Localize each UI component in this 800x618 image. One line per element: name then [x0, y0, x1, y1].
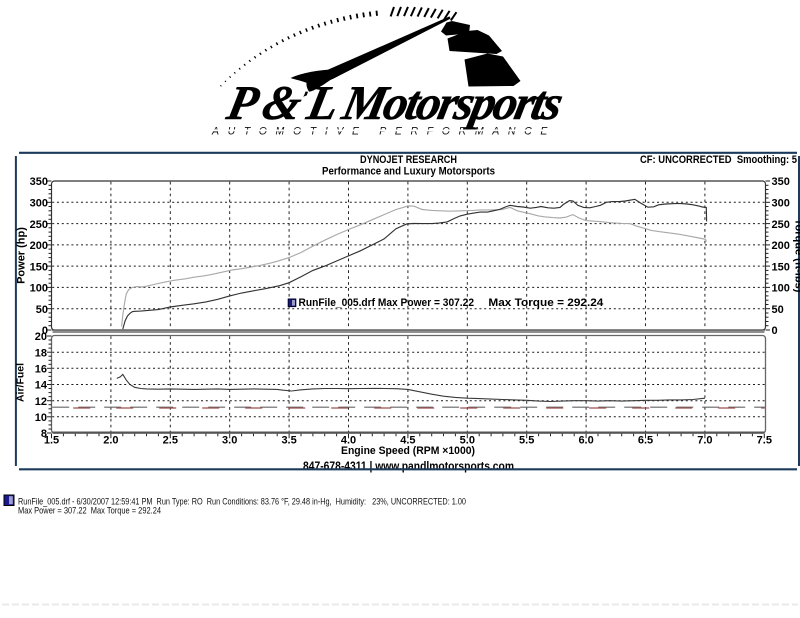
svg-text:3.5: 3.5: [281, 434, 296, 446]
svg-text:300: 300: [772, 198, 790, 210]
svg-text:200: 200: [772, 240, 790, 252]
svg-text:250: 250: [772, 219, 790, 231]
svg-text:50: 50: [772, 304, 784, 316]
svg-text:7.0: 7.0: [697, 434, 712, 446]
svg-text:350: 350: [30, 176, 48, 188]
svg-text:100: 100: [30, 283, 48, 295]
svg-text:Engine Speed (RPM ×1000): Engine Speed (RPM ×1000): [341, 445, 475, 457]
svg-text:6.5: 6.5: [638, 434, 653, 446]
svg-text:200: 200: [30, 240, 48, 252]
svg-text:DYNOJET RESEARCH: DYNOJET RESEARCH: [360, 154, 457, 166]
svg-text:AUTOMOTIVE PERFORMANCE: AUTOMOTIVE PERFORMANCE: [211, 126, 556, 138]
svg-text:CF: UNCORRECTED Smoothing: 5: CF: UNCORRECTED Smoothing: 5: [640, 154, 797, 166]
svg-text:0: 0: [772, 325, 778, 337]
svg-text:Performance and Luxury Motorsp: Performance and Luxury Motorsports: [322, 166, 495, 178]
svg-text:18: 18: [35, 347, 47, 359]
svg-text:16: 16: [35, 364, 47, 376]
svg-text:2.0: 2.0: [103, 434, 118, 446]
svg-text:Air/Fuel: Air/Fuel: [15, 363, 27, 402]
svg-text:50: 50: [36, 304, 48, 316]
svg-text:3.0: 3.0: [222, 434, 237, 446]
svg-text:Max Power = 307.22 Max Torque: Max Power = 307.22 Max Torque = 292.24: [18, 506, 161, 517]
svg-text:12: 12: [35, 396, 47, 408]
svg-text:300: 300: [30, 198, 48, 210]
svg-text:Torque (ft-lbs): Torque (ft-lbs): [793, 219, 800, 293]
svg-text:350: 350: [772, 176, 790, 188]
svg-text:P & L Motorsports: P & L Motorsports: [222, 75, 567, 129]
svg-text:847-678-4311 | www.pandlmotors: 847-678-4311 | www.pandlmotorsports.com: [303, 461, 514, 473]
svg-text:Max Torque = 292.24: Max Torque = 292.24: [488, 297, 604, 309]
svg-text:7.5: 7.5: [757, 434, 772, 446]
svg-text:150: 150: [30, 261, 48, 273]
svg-text:150: 150: [772, 261, 790, 273]
svg-text:RunFile_005.drf Max Power = 30: RunFile_005.drf Max Power = 307.22: [299, 297, 475, 309]
svg-text:5.5: 5.5: [519, 434, 534, 446]
svg-text:1.5: 1.5: [44, 434, 59, 446]
svg-text:10: 10: [35, 412, 47, 424]
svg-text:250: 250: [30, 219, 48, 231]
svg-text:20: 20: [35, 331, 47, 343]
svg-text:2.5: 2.5: [163, 434, 178, 446]
svg-text:100: 100: [772, 283, 790, 295]
svg-text:Power (hp): Power (hp): [16, 227, 28, 284]
svg-text:14: 14: [35, 380, 48, 392]
svg-text:6.0: 6.0: [578, 434, 593, 446]
